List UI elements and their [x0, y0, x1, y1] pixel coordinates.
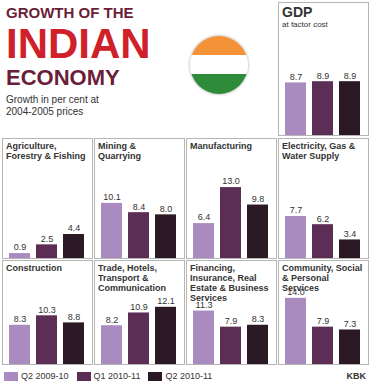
svg-text:7.9: 7.9 [225, 316, 238, 326]
svg-text:4.4: 4.4 [68, 223, 81, 233]
html-text:Construction: Construction [6, 263, 62, 273]
svg-text:8.9: 8.9 [317, 71, 330, 81]
svg-text:9.8: 9.8 [252, 194, 265, 204]
html-text:Q1 2010-11: Q1 2010-11 [93, 371, 141, 381]
svg-text:8.9: 8.9 [344, 71, 357, 81]
html-text:Mining & Quarrying: Mining & Quarrying [98, 141, 141, 161]
svg-text:13.0: 13.0 [222, 176, 240, 186]
svg-text:10.3: 10.3 [38, 305, 56, 315]
html-text:ECONOMY: ECONOMY [6, 65, 120, 90]
svg-text:7.3: 7.3 [344, 319, 357, 329]
html-text:GROWTH OF THE: GROWTH OF THE [6, 4, 134, 21]
svg-text:8.3: 8.3 [14, 314, 27, 324]
svg-text:8.2: 8.2 [106, 315, 119, 325]
svg-text:7.9: 7.9 [317, 316, 330, 326]
svg-text:12.1: 12.1 [157, 296, 175, 306]
svg-text:3.4: 3.4 [344, 229, 357, 239]
html-text:Q2 2010-11: Q2 2010-11 [165, 371, 213, 381]
html-text:Manufacturing: Manufacturing [190, 141, 252, 151]
svg-text:6.4: 6.4 [198, 212, 211, 222]
svg-text:11.3: 11.3 [195, 300, 213, 310]
html-text:INDIAN: INDIAN [6, 20, 151, 67]
html-text:Agriculture, Forestry & Fishin: Agriculture, Forestry & Fishing [6, 141, 86, 161]
svg-text:6.2: 6.2 [317, 214, 330, 224]
html-text:Community, Social & Personal S: Community, Social & Personal Services [282, 263, 363, 293]
svg-text:10.9: 10.9 [130, 302, 148, 312]
svg-text:8.3: 8.3 [252, 314, 265, 324]
svg-text:8.4: 8.4 [133, 202, 146, 212]
svg-text:7.7: 7.7 [290, 205, 303, 215]
html-text:Trade, Hotels, Transport & Com: Trade, Hotels, Transport & Communication [98, 263, 166, 293]
svg-text:10.1: 10.1 [103, 192, 121, 202]
svg-text:8.7: 8.7 [290, 72, 303, 82]
svg-text:2.5: 2.5 [41, 234, 54, 244]
svg-text:0.9: 0.9 [14, 242, 27, 252]
html-text:Financing, Insurance, Real Est: Financing, Insurance, Real Estate & Busi… [190, 263, 269, 303]
html-text:Electricity, Gas & Water Suppl: Electricity, Gas & Water Supply [282, 141, 356, 161]
html-text:Growth in per cent at 2004-200: Growth in per cent at 2004-2005 prices [6, 94, 99, 117]
svg-text:8.0: 8.0 [160, 204, 173, 214]
html-text:Q2 2009-10: Q2 2009-10 [21, 371, 69, 381]
svg-text:8.8: 8.8 [68, 312, 81, 322]
html-text:KBK: KBK [346, 371, 366, 381]
html-text:GDP: GDP [282, 4, 313, 20]
html-text:at factor cost: at factor cost [282, 20, 328, 29]
